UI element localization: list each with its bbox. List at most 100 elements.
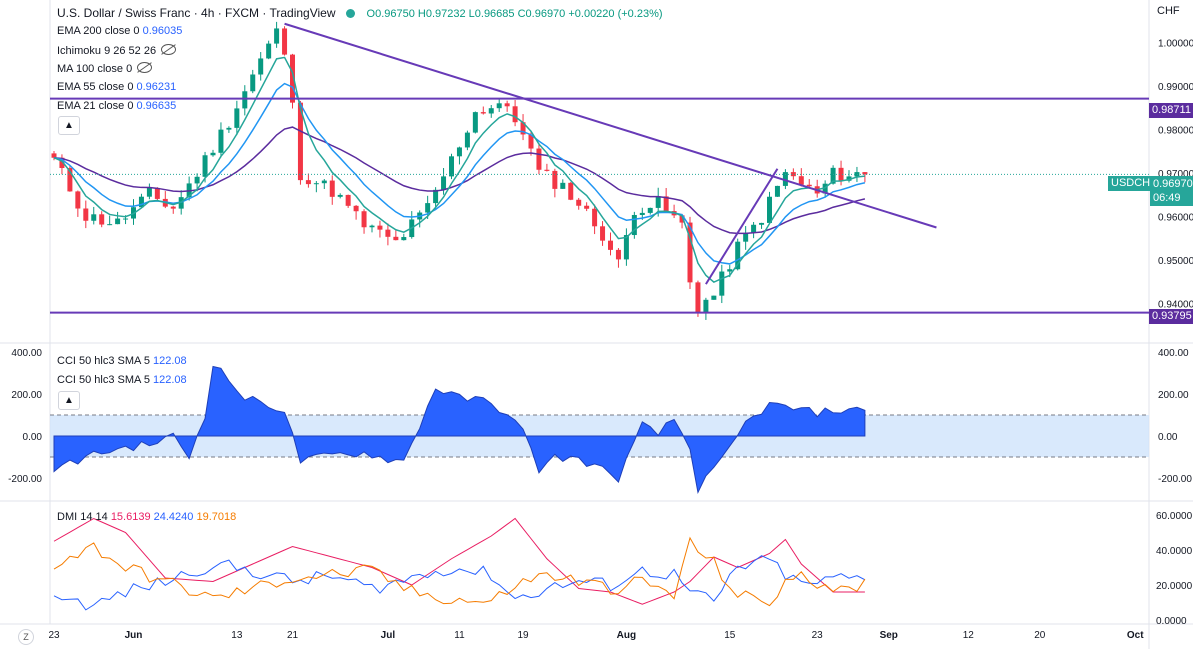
candle-body	[655, 196, 661, 208]
candle-body	[790, 172, 796, 177]
cci-tick-left: 400.00	[11, 348, 42, 359]
candle-body	[401, 237, 407, 241]
candle-body	[210, 152, 216, 156]
candle-body	[751, 224, 757, 233]
candle-body	[250, 74, 256, 92]
candle-body	[830, 167, 836, 184]
candle-body	[639, 212, 645, 215]
cci-tick-left: 200.00	[11, 390, 42, 401]
candle-body	[584, 205, 590, 209]
level-low-tag: 0.93795	[1149, 309, 1193, 324]
candle-body	[767, 196, 772, 223]
candle-body	[456, 147, 462, 157]
time-tick-label: 19	[517, 630, 529, 641]
dmi-pane	[53, 517, 866, 611]
cci-legend-1[interactable]: CCI 50 hlc3 SMA 5 122.08	[57, 355, 187, 368]
candle-body	[337, 194, 343, 197]
candle-body	[623, 235, 629, 260]
candle-body	[107, 224, 113, 226]
cci-legend-2[interactable]: CCI 50 hlc3 SMA 5 122.08	[57, 374, 187, 387]
indicator-legend-ichimoku[interactable]: Ichimoku 9 26 52 26	[57, 44, 177, 58]
dmi-legend[interactable]: DMI 14 14 15.6139 24.4240 19.7018	[57, 511, 236, 524]
candle-body	[83, 208, 89, 221]
candle-body	[377, 225, 383, 230]
candle-body	[496, 103, 502, 109]
time-tick-label: 23	[48, 630, 60, 641]
candle-body	[464, 132, 470, 148]
indicator-legend-ema55[interactable]: EMA 55 close 0 0.96231	[57, 81, 176, 94]
candle-body	[170, 206, 176, 209]
indicator-legend-ema200[interactable]: EMA 200 close 0 0.96035	[57, 25, 182, 38]
candle-body	[488, 108, 494, 114]
candle-body	[560, 182, 566, 189]
dmi-tick-label: 20.0000	[1156, 581, 1193, 592]
candle-body	[59, 157, 65, 169]
candle-body	[385, 229, 391, 237]
candle-body	[568, 182, 574, 200]
axes: 1.00000 0.99000 0.98000 0.97000 0.96000 0.950…	[8, 38, 1193, 641]
candle-body	[441, 176, 447, 190]
price-tick-label: 0.94000	[1158, 300, 1193, 311]
indicator-label: EMA 21 close 0	[57, 100, 134, 112]
level-high-tag: 0.98711	[1149, 103, 1193, 118]
candle-body	[854, 172, 860, 177]
candle-body	[480, 112, 486, 114]
price-tick-label: 0.96000	[1158, 213, 1193, 224]
candle-body	[242, 91, 248, 109]
indicator-value: 122.08	[153, 355, 187, 367]
candle-body	[449, 156, 454, 177]
ohlc-readout: O0.96750 H0.97232 L0.96685 C0.96970 +0.0…	[366, 8, 663, 20]
candle-body	[266, 43, 272, 59]
candle-body	[146, 187, 152, 197]
candle-body	[798, 176, 804, 185]
candle-body	[719, 271, 725, 296]
candle-body	[727, 269, 733, 272]
candle-body	[305, 180, 311, 185]
cci-tick-left: -200.00	[8, 474, 42, 485]
candle-body	[544, 169, 550, 171]
hidden-eye-icon[interactable]	[161, 44, 177, 55]
symbol-title[interactable]: U.S. Dollar / Swiss Franc · 4h · FXCM · …	[57, 6, 336, 20]
candle-body	[838, 167, 844, 181]
candle-body	[520, 122, 526, 135]
candle-body	[528, 134, 534, 149]
candle-body	[353, 205, 359, 212]
candle-body	[862, 172, 868, 175]
time-tick-label: 15	[724, 630, 736, 641]
cci-tick-right: 400.00	[1158, 348, 1189, 359]
candle-body	[226, 127, 232, 130]
currency-label[interactable]: CHF	[1157, 5, 1180, 17]
indicator-legend-ema21[interactable]: EMA 21 close 0 0.96635	[57, 100, 176, 113]
candle-body	[576, 199, 582, 206]
indicator-value: 0.96231	[136, 81, 177, 93]
cci-tick-right: 200.00	[1158, 390, 1189, 401]
candle-body	[782, 172, 788, 186]
indicator-label: DMI 14 14	[57, 511, 108, 523]
candle-body	[631, 214, 637, 236]
collapse-cci-legend-button[interactable]: ▲	[58, 391, 80, 410]
candle-body	[313, 183, 319, 185]
candle-body	[608, 240, 613, 250]
hidden-eye-icon[interactable]	[137, 62, 153, 73]
indicator-label: MA 100 close 0	[57, 63, 133, 75]
candle-body	[75, 191, 81, 209]
candle-body	[282, 28, 288, 55]
candle-body	[759, 222, 765, 225]
candle-body	[218, 129, 224, 153]
candle-body	[369, 225, 375, 228]
bar-countdown: 06:49	[1153, 192, 1181, 204]
timezone-button[interactable]: Z	[18, 629, 34, 645]
time-tick-label: Jul	[381, 630, 396, 641]
indicator-value: 0.96635	[136, 100, 177, 112]
candle-body	[647, 207, 653, 213]
chart-header: U.S. Dollar / Swiss Franc · 4h · FXCM · …	[57, 6, 663, 20]
price-tick-label: 1.00000	[1158, 38, 1193, 49]
dmi-series-line	[53, 517, 865, 605]
candle-body	[234, 108, 240, 128]
indicator-label: EMA 200 close 0	[57, 25, 140, 37]
candle-body	[687, 222, 693, 283]
indicator-legend-ma100[interactable]: MA 100 close 0	[57, 62, 153, 76]
ema-21-line	[53, 56, 865, 284]
collapse-legend-button[interactable]: ▲	[58, 116, 80, 135]
